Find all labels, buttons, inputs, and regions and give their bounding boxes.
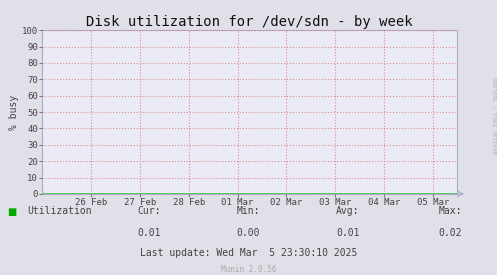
- Text: Munin 2.0.56: Munin 2.0.56: [221, 265, 276, 274]
- Text: RRDTOOL / TOBI OETIKER: RRDTOOL / TOBI OETIKER: [491, 77, 496, 154]
- Y-axis label: % busy: % busy: [9, 94, 19, 130]
- Text: Utilization: Utilization: [27, 207, 92, 216]
- Text: Max:: Max:: [439, 207, 462, 216]
- Text: Last update: Wed Mar  5 23:30:10 2025: Last update: Wed Mar 5 23:30:10 2025: [140, 248, 357, 258]
- Text: 0.01: 0.01: [137, 229, 161, 238]
- Text: ■: ■: [7, 207, 17, 216]
- Text: Avg:: Avg:: [336, 207, 360, 216]
- Text: 0.00: 0.00: [237, 229, 260, 238]
- Title: Disk utilization for /dev/sdn - by week: Disk utilization for /dev/sdn - by week: [86, 15, 413, 29]
- Text: 0.01: 0.01: [336, 229, 360, 238]
- Text: 0.02: 0.02: [439, 229, 462, 238]
- Text: Min:: Min:: [237, 207, 260, 216]
- Text: Cur:: Cur:: [137, 207, 161, 216]
